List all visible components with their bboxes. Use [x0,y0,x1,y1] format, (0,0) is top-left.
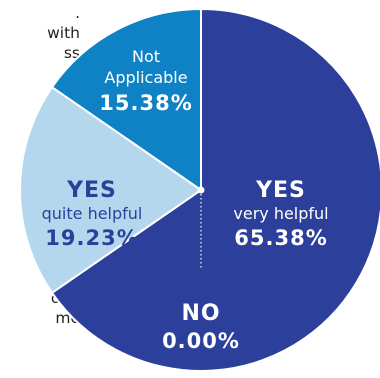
slice-label-head: YES [255,178,306,203]
pie-slices [19,7,380,372]
pie-slice [19,85,203,295]
pie-slice [50,7,380,372]
center-marker [197,186,205,194]
caption-line: . [75,4,80,22]
slice-label-value: 65.38% [234,226,327,250]
caption-line: with [47,24,80,42]
slice-label-value: 19.23% [45,226,138,250]
slice-label-head: NO [181,301,220,326]
slice-label-sub: Applicable [104,68,187,87]
slice-label-sub: Not [132,47,160,66]
slice-label-head: YES [66,178,117,203]
slice-label-sub: quite helpful [42,204,143,223]
slice-label-value: 15.38% [99,91,192,115]
slice-label-value: 0.00% [162,329,240,353]
slice-label-sub: very helpful [233,204,328,223]
caption-line: ss [63,44,80,62]
pie-slice [50,7,202,192]
